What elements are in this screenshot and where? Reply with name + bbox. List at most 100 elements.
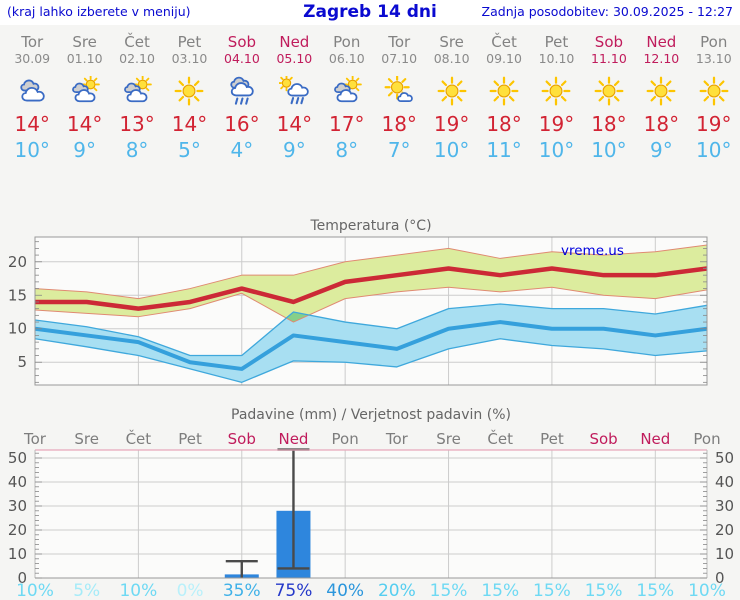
day-column[interactable]: Čet 09.10 18° 11° (478, 28, 530, 170)
precip-y-axis-label-right: 20 (715, 521, 734, 539)
page-title: Zagreb 14 dni (303, 2, 437, 22)
precip-day-label: Ned (278, 430, 308, 448)
precip-day-label: Čet (126, 429, 152, 448)
sunrain-weather-icon (275, 76, 313, 106)
day-name: Čet (124, 33, 150, 51)
temp-y-axis-label: 15 (8, 286, 27, 304)
day-name: Pet (177, 33, 202, 51)
max-band-lower-edge (34, 286, 708, 323)
low-temp: 9° (649, 138, 673, 162)
high-temp: 14° (171, 112, 208, 136)
day-name: Sob (227, 33, 257, 51)
precipitation-chart-title: Padavine (mm) / Verjetnost padavin (%) (231, 407, 511, 423)
min-band-lower-edge (34, 338, 708, 383)
sun-weather-icon (433, 76, 471, 106)
temperature-chart: Temperatura (°C) 5 10 15 20 vreme.us (8, 218, 708, 386)
day-column[interactable]: Sre 08.10 19° 10° (425, 28, 477, 170)
precip-day-label: Sre (74, 430, 99, 448)
low-temp: 10° (433, 138, 470, 162)
precip-day-label: Sob (228, 430, 256, 448)
precip-y-axis-label-left: 0 (17, 569, 27, 587)
high-temp: 14° (276, 112, 313, 136)
day-date: 04.10 (224, 51, 260, 66)
precip-probability-label: 40% (326, 581, 364, 600)
day-name: Ned (279, 33, 310, 51)
day-name: Pon (700, 33, 728, 51)
low-temp: 10° (591, 138, 627, 162)
precip-probability-label: 15% (636, 581, 674, 600)
day-name: Pon (333, 33, 361, 51)
sun-weather-icon (642, 76, 680, 106)
last-update: Zadnja posodobitev: 30.09.2025 - 12:27 (481, 4, 733, 19)
day-date: 02.10 (119, 51, 155, 66)
day-column[interactable]: Ned 05.10 14° 9° (268, 28, 320, 170)
low-temp: 8° (335, 138, 359, 162)
low-temp: 9° (73, 138, 96, 162)
day-column[interactable]: Sre 01.10 14° 9° (58, 28, 110, 170)
day-date: 13.10 (695, 51, 732, 66)
precip-probability-label: 0% (177, 581, 204, 600)
precip-y-axis-label-left: 30 (8, 497, 27, 515)
partly-weather-icon (66, 76, 104, 106)
precip-probability-label: 10% (16, 581, 54, 600)
precip-probability-label: 35% (223, 581, 261, 600)
temperature-chart-title: Temperatura (°C) (309, 218, 431, 234)
low-temp: 4° (230, 138, 254, 162)
day-date: 01.10 (66, 51, 103, 66)
temp-y-axis-label: 10 (8, 320, 27, 338)
low-temp: 9° (282, 138, 306, 162)
sun-weather-icon (695, 76, 733, 106)
precip-y-axis-label-right: 30 (715, 497, 734, 515)
high-temp: 18° (381, 112, 417, 136)
high-temp: 13° (119, 112, 155, 136)
precip-probability-label: 15% (533, 581, 571, 600)
day-column[interactable]: Sob 11.10 18° 10° (583, 28, 635, 170)
temp-axis-ticks (35, 241, 707, 383)
precip-day-label: Pet (540, 430, 564, 448)
precip-day-label: Sre (436, 430, 461, 448)
sun-weather-icon (485, 76, 523, 106)
low-temp: 11° (486, 138, 522, 162)
precip-plot-area (35, 450, 707, 578)
max-temp-line (35, 266, 708, 311)
day-column[interactable]: Pon 13.10 19° 10° (688, 28, 740, 170)
precipitation-chart: Padavine (mm) / Verjetnost padavin (%) T… (8, 407, 734, 600)
high-temp: 18° (486, 112, 522, 136)
max-band-upper-edge (34, 244, 708, 300)
precipitation-whisker (225, 559, 258, 578)
day-column[interactable]: Čet 02.10 13° 8° (111, 28, 163, 170)
precip-y-axis-label-left: 20 (8, 521, 27, 539)
sun-weather-icon (170, 76, 208, 106)
page-header: (kraj lahko izberete v meniju) Zagreb 14… (0, 0, 740, 25)
high-temp: 19° (696, 112, 732, 136)
precip-y-axis-label-right: 40 (715, 473, 734, 491)
menu-hint[interactable]: (kraj lahko izberete v meniju) (7, 4, 191, 19)
low-temp: 5° (178, 138, 201, 162)
day-column[interactable]: Ned 12.10 18° 9° (635, 28, 687, 170)
partly-weather-icon (118, 76, 156, 106)
precip-day-label: Čet (487, 429, 513, 448)
high-temp: 19° (538, 112, 575, 136)
mostlysunny-weather-icon (380, 76, 418, 106)
low-temp: 8° (125, 138, 149, 162)
day-date: 12.10 (643, 51, 680, 66)
day-column[interactable]: Sob 04.10 16° 4° (216, 28, 268, 170)
high-temp: 14° (14, 112, 50, 136)
day-column[interactable]: Pon 06.10 17° 8° (321, 28, 373, 170)
temp-y-axis-label: 5 (17, 353, 27, 371)
day-date: 05.10 (276, 51, 313, 66)
precipitation-plot: Tor Sre Čet Pet Sob Ned Pon Tor Sre Čet Pet Sob Ned P… (8, 429, 734, 600)
precip-y-axis-label-right: 10 (715, 545, 734, 563)
day-column[interactable]: Pet 03.10 14° 5° (163, 28, 215, 170)
min-band-upper-edge (34, 303, 708, 357)
precip-day-label: Tor (385, 430, 409, 448)
day-column[interactable]: Tor 30.09 14° 10° (6, 28, 58, 170)
day-column[interactable]: Pet 10.10 19° 10° (530, 28, 582, 170)
temp-plot-frame (34, 236, 708, 386)
cloudy-weather-icon (13, 76, 51, 106)
day-date: 11.10 (591, 51, 627, 66)
day-column[interactable]: Tor 07.10 18° 7° (373, 28, 425, 170)
low-temp: 10° (14, 138, 50, 162)
day-name: Sre (72, 33, 97, 51)
day-date: 03.10 (171, 51, 208, 66)
